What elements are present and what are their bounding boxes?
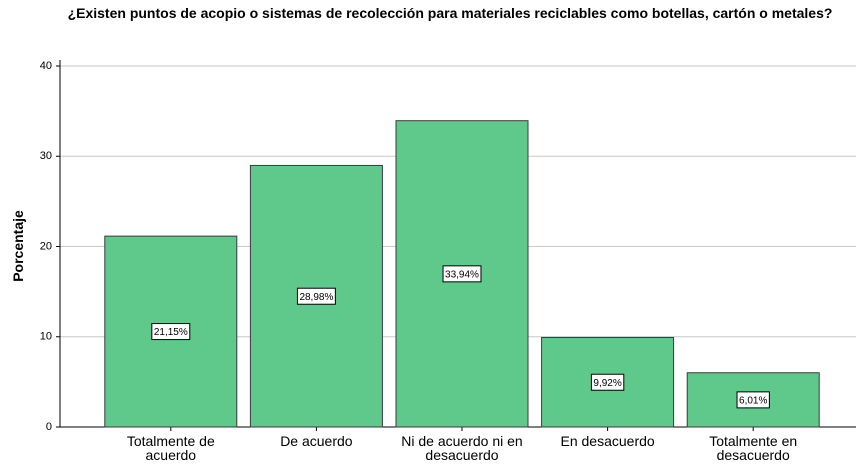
- value-label-box: [736, 391, 770, 409]
- x-tick-label: Ni de acuerdo ni en desacuerdo: [401, 433, 523, 463]
- x-tick-label: En desacuerdo: [560, 433, 655, 449]
- value-label: 33,94%: [445, 269, 479, 280]
- y-tick-label: 0: [46, 421, 52, 433]
- chart-title: ¿Existen puntos de acopio o sistemas de …: [67, 5, 833, 21]
- y-tick-label: 40: [40, 60, 52, 72]
- value-label: 21,15%: [154, 327, 188, 338]
- value-label: 9,92%: [593, 378, 621, 389]
- y-tick-label: 10: [40, 331, 52, 343]
- x-tick-label: Totalmente de acuerdo: [126, 433, 215, 463]
- value-label-box: [151, 323, 191, 341]
- y-tick-label: 30: [40, 150, 52, 162]
- value-label: 28,98%: [299, 292, 333, 303]
- value-label-box: [442, 265, 482, 283]
- value-label-box: [296, 287, 336, 305]
- y-tick-label: 20: [40, 240, 52, 252]
- x-tick-label: De acuerdo: [280, 433, 353, 449]
- value-label: 6,01%: [739, 396, 767, 407]
- value-label-box: [590, 373, 625, 391]
- x-tick-label: Totalmente en desacuerdo: [709, 433, 798, 463]
